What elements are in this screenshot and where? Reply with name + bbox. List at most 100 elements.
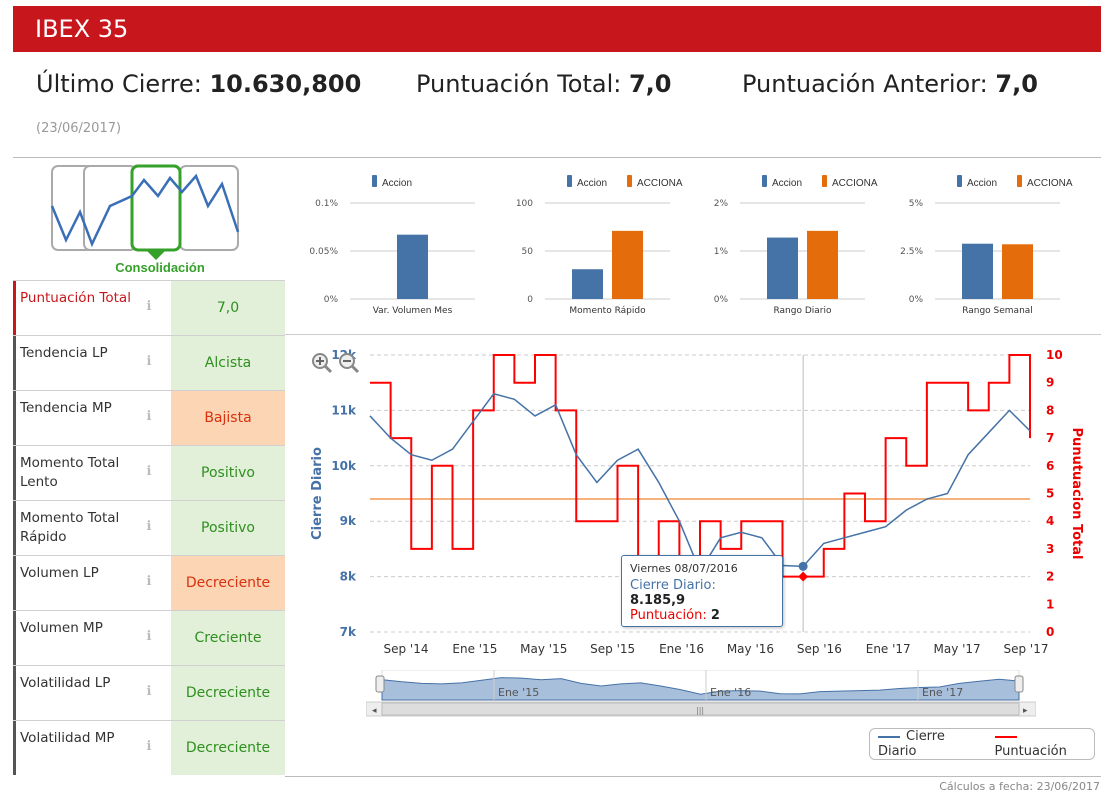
y-tick-label: 8k (340, 570, 357, 584)
y-tick-label: 100 (516, 199, 533, 209)
x-tick-label: May '15 (520, 642, 567, 656)
y2-axis-title: Punutuacion Total (1069, 428, 1084, 560)
indicator-row: Volatilidad MP ℹ Decreciente (13, 720, 285, 775)
x-category-label: Var. Volumen Mes (373, 306, 453, 316)
indicator-name: Volatilidad LP (13, 666, 138, 720)
chart-navigator[interactable]: Ene '15 Ene '16 Ene '17 ◂ ▸ ||| (366, 670, 1036, 720)
scrollbar-thumb[interactable] (381, 702, 1020, 716)
last-close: Último Cierre: 10.630,800 (36, 70, 361, 98)
legend-swatch (762, 175, 767, 187)
bar-chart-panel: Accion ACCIONA 0% 1% 2% Rango Diario (714, 175, 878, 316)
x-tick-label: Sep '16 (797, 642, 842, 656)
chart-tooltip: Viernes 08/07/2016 Cierre Diario: 8.185,… (621, 555, 783, 627)
legend-close-label: Cierre Diario (878, 729, 945, 759)
indicator-table: Puntuación Total ℹ 7,0 Tendencia LP ℹ Al… (13, 280, 285, 775)
legend-label: ACCIONA (832, 178, 878, 189)
legend-item-score[interactable]: Puntuación (994, 729, 1094, 759)
y2-tick-label: 6 (1046, 459, 1054, 473)
navigator-right-handle[interactable] (1014, 675, 1024, 693)
indicator-value: Decreciente (171, 666, 285, 720)
indicator-name: Puntuación Total (13, 281, 138, 335)
y-tick-label: 0 (527, 295, 533, 305)
legend-label: Accion (967, 178, 997, 189)
indicator-value: Bajista (171, 391, 285, 445)
total-score: Puntuación Total: 7,0 (416, 70, 671, 98)
indicator-name: Volatilidad MP (13, 721, 138, 775)
y2-tick-label: 0 (1046, 625, 1054, 639)
info-icon[interactable]: ℹ (146, 629, 152, 644)
indicator-row: Volumen MP ℹ Creciente (13, 610, 285, 665)
legend-item-close[interactable]: Cierre Diario (878, 729, 987, 759)
x-tick-label: Ene '16 (659, 642, 704, 656)
info-icon[interactable]: ℹ (146, 739, 152, 754)
info-icon[interactable]: ℹ (146, 574, 152, 589)
total-score-value: 7,0 (628, 70, 672, 98)
indicator-row: Puntuación Total ℹ 7,0 (13, 280, 285, 335)
info-icon[interactable]: ℹ (146, 354, 152, 369)
y-tick-label: 9k (340, 514, 357, 528)
score-marker (798, 571, 809, 582)
legend-score-swatch (994, 735, 1017, 738)
y2-tick-label: 1 (1046, 597, 1054, 611)
bar[interactable] (807, 230, 838, 299)
bar[interactable] (572, 269, 603, 299)
page-title: IBEX 35 (35, 15, 129, 43)
legend-swatch (957, 175, 962, 187)
indicator-value: 7,0 (171, 281, 285, 335)
legend-swatch (1017, 175, 1022, 187)
x-tick-label: Sep '15 (590, 642, 635, 656)
page-title-bar: IBEX 35 (13, 6, 1101, 52)
info-icon[interactable]: ℹ (146, 464, 152, 479)
x-category-label: Rango Diario (773, 306, 832, 316)
x-tick-label: Sep '14 (384, 642, 429, 656)
navigator-label: Ene '16 (710, 686, 751, 699)
tooltip-score: Puntuación: 2 (630, 608, 774, 623)
navigator-label: Ene '15 (498, 686, 539, 699)
scrollbar-grip-icon: ||| (696, 706, 704, 715)
navigator-label: Ene '17 (922, 686, 963, 699)
zoom-in-icon[interactable] (311, 352, 333, 374)
indicator-row: Tendencia MP ℹ Bajista (13, 390, 285, 445)
navigator-left-handle[interactable] (375, 675, 385, 693)
last-close-label: Último Cierre: (36, 70, 210, 98)
indicator-name: Tendencia LP (13, 336, 138, 390)
indicator-name: Momento Total Rápido (13, 501, 138, 555)
indicator-value: Decreciente (171, 556, 285, 610)
info-icon[interactable]: ℹ (146, 519, 152, 534)
tooltip-close-value: 8.185,9 (630, 593, 686, 608)
close-marker (798, 561, 808, 571)
chart-legend: Cierre Diario Puntuación (869, 728, 1095, 760)
previous-score: Puntuación Anterior: 7,0 (742, 70, 1038, 98)
x-tick-label: Ene '15 (452, 642, 497, 656)
info-icon[interactable]: ℹ (146, 299, 152, 314)
indicator-row: Volatilidad LP ℹ Decreciente (13, 665, 285, 720)
x-tick-label: Sep '17 (1004, 642, 1049, 656)
indicator-name: Momento Total Lento (13, 446, 138, 500)
info-icon[interactable]: ℹ (146, 684, 152, 699)
indicator-value: Positivo (171, 446, 285, 500)
legend-label: ACCIONA (1027, 178, 1073, 189)
scroll-right-icon[interactable]: ▸ (1023, 706, 1028, 716)
bar-chart-panel: Accion 0% 0.05% 0.1% Var. Volumen Mes (309, 175, 475, 316)
indicator-value: Positivo (171, 501, 285, 555)
x-category-label: Momento Rápido (569, 306, 646, 316)
legend-label: Accion (772, 178, 802, 189)
previous-score-label: Puntuación Anterior: (742, 70, 996, 98)
y-tick-label: 2% (714, 199, 729, 209)
y-tick-label: 0% (324, 295, 339, 305)
y-tick-label: 5% (909, 199, 924, 209)
bar[interactable] (767, 237, 798, 299)
y-tick-label: 11k (331, 403, 357, 417)
zoom-out-icon[interactable] (338, 352, 360, 374)
bar[interactable] (962, 243, 993, 299)
tooltip-score-value: 2 (710, 608, 720, 623)
y-tick-label: 1% (714, 247, 729, 257)
bar[interactable] (612, 230, 643, 299)
previous-score-value: 7,0 (995, 70, 1038, 98)
bar[interactable] (397, 234, 428, 299)
y-tick-label: 7k (340, 625, 357, 639)
bar[interactable] (1002, 244, 1033, 299)
info-icon[interactable]: ℹ (146, 409, 152, 424)
bar-chart-panel: Accion ACCIONA 0% 2.5% 5% Rango Semanal (900, 175, 1073, 316)
scroll-left-icon[interactable]: ◂ (372, 706, 377, 716)
